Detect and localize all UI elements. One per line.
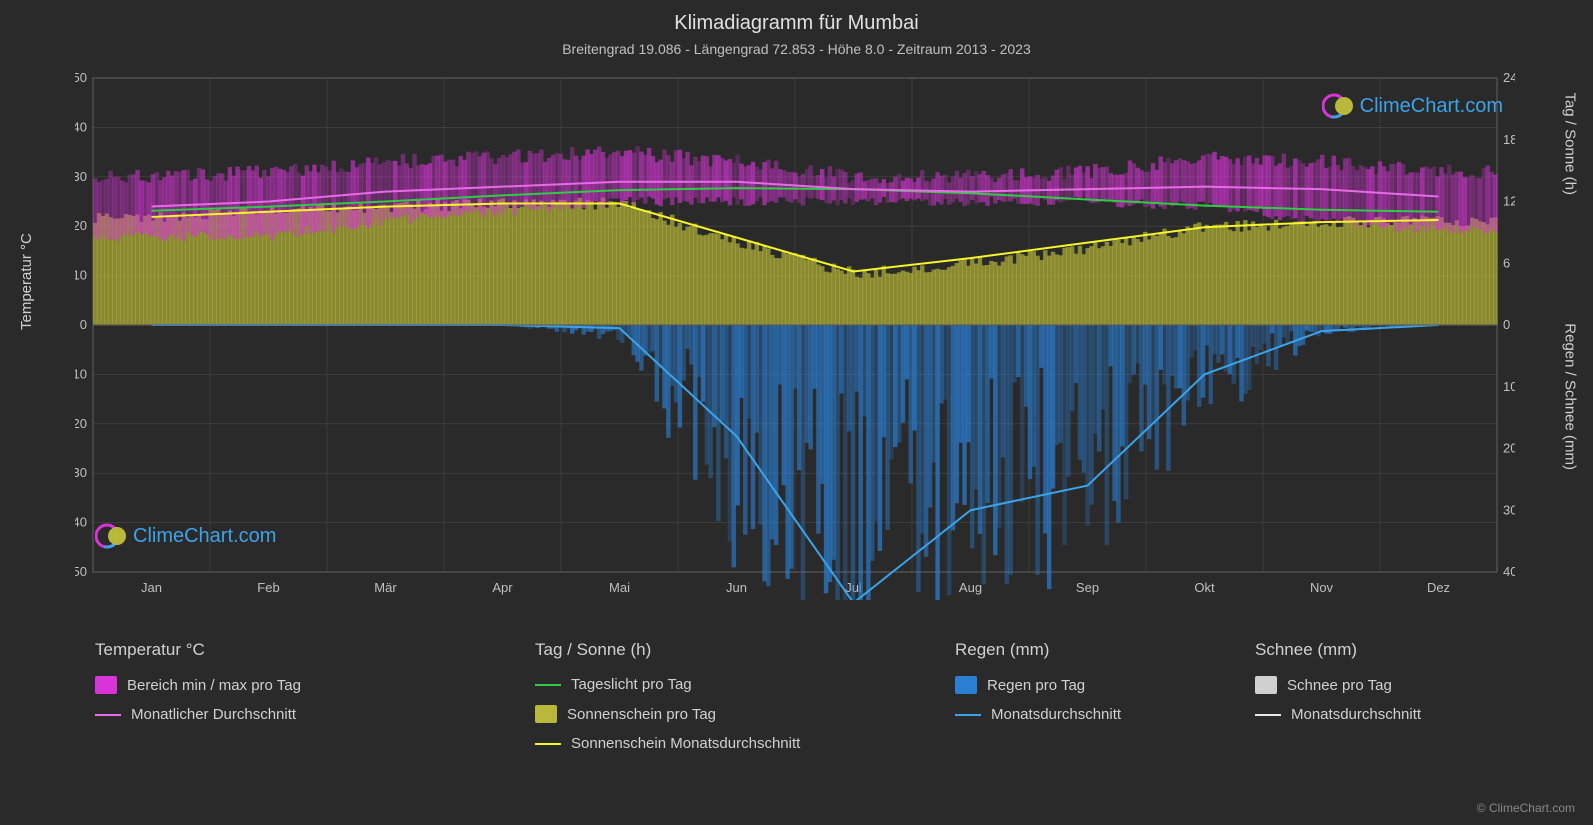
watermark-text: ClimeChart.com — [133, 525, 276, 548]
legend-swatch-icon — [535, 705, 557, 723]
legend-item-label: Monatlicher Durchschnitt — [131, 706, 296, 723]
y-axis-left-label: Temperatur °C — [18, 233, 35, 330]
svg-text:6: 6 — [1503, 255, 1510, 270]
svg-text:Nov: Nov — [1310, 580, 1334, 595]
legend-item-label: Bereich min / max pro Tag — [127, 677, 301, 694]
svg-text:Okt: Okt — [1194, 580, 1215, 595]
legend-item-label: Schnee pro Tag — [1287, 677, 1392, 694]
svg-text:Dez: Dez — [1427, 580, 1450, 595]
watermark-top: ClimeChart.com — [1322, 90, 1503, 122]
watermark-text: ClimeChart.com — [1360, 95, 1503, 118]
svg-text:24: 24 — [1503, 70, 1515, 85]
legend-item: Tageslicht pro Tag — [535, 676, 915, 693]
svg-text:20: 20 — [1503, 441, 1515, 456]
legend: Temperatur °C Bereich min / max pro Tag Mo… — [95, 640, 1535, 752]
svg-text:20: 20 — [75, 218, 87, 233]
legend-group-title: Schnee (mm) — [1255, 640, 1515, 660]
legend-item: Bereich min / max pro Tag — [95, 676, 495, 694]
y-axis-right-bottom-label: Regen / Schnee (mm) — [1562, 323, 1579, 470]
svg-text:Apr: Apr — [492, 580, 513, 595]
legend-item: Monatlicher Durchschnitt — [95, 706, 495, 723]
legend-item: Sonnenschein Monatsdurchschnitt — [535, 735, 915, 752]
legend-item-label: Tageslicht pro Tag — [571, 676, 692, 693]
legend-item-label: Regen pro Tag — [987, 677, 1085, 694]
svg-text:18: 18 — [1503, 132, 1515, 147]
legend-item-label: Monatsdurchschnitt — [1291, 706, 1421, 723]
svg-text:50: 50 — [75, 70, 87, 85]
svg-text:-10: -10 — [75, 366, 87, 381]
svg-text:-50: -50 — [75, 564, 87, 579]
svg-text:Mai: Mai — [609, 580, 630, 595]
watermark-bottom: ClimeChart.com — [95, 520, 276, 552]
svg-text:10: 10 — [1503, 379, 1515, 394]
legend-item-label: Sonnenschein pro Tag — [567, 706, 716, 723]
legend-group: Regen (mm) Regen pro Tag Monatsdurchschnit… — [955, 640, 1215, 752]
svg-text:0: 0 — [1503, 317, 1510, 332]
legend-line-icon — [535, 684, 561, 686]
climechart-logo-icon — [1322, 90, 1354, 122]
legend-group: Schnee (mm) Schnee pro Tag Monatsdurchschn… — [1255, 640, 1515, 752]
legend-line-icon — [1255, 714, 1281, 716]
legend-item: Sonnenschein pro Tag — [535, 705, 915, 723]
svg-text:Feb: Feb — [257, 580, 279, 595]
legend-line-icon — [535, 743, 561, 745]
legend-swatch-icon — [955, 676, 977, 694]
svg-text:Sep: Sep — [1076, 580, 1099, 595]
legend-line-icon — [95, 714, 121, 716]
y-axis-right-top-label: Tag / Sonne (h) — [1562, 92, 1579, 195]
legend-line-icon — [955, 714, 981, 716]
svg-text:Aug: Aug — [959, 580, 982, 595]
legend-item: Schnee pro Tag — [1255, 676, 1515, 694]
chart-subtitle: Breitengrad 19.086 - Längengrad 72.853 -… — [0, 35, 1593, 57]
legend-group: Tag / Sonne (h) Tageslicht pro Tag Sonnens… — [535, 640, 915, 752]
svg-text:Mär: Mär — [374, 580, 397, 595]
chart-area: -50 -40 -30 -20 -10 0 10 20 30 40 50 0 6 12 18 24 10 20 30… — [75, 70, 1515, 600]
svg-text:-30: -30 — [75, 465, 87, 480]
svg-text:10: 10 — [75, 268, 87, 283]
svg-text:40: 40 — [75, 119, 87, 134]
svg-text:0: 0 — [80, 317, 87, 332]
climate-chart-svg: -50 -40 -30 -20 -10 0 10 20 30 40 50 0 6 12 18 24 10 20 30… — [75, 70, 1515, 600]
chart-title: Klimadiagramm für Mumbai — [0, 0, 1593, 35]
legend-swatch-icon — [1255, 676, 1277, 694]
legend-group-title: Regen (mm) — [955, 640, 1215, 660]
svg-text:Jun: Jun — [726, 580, 747, 595]
svg-text:40: 40 — [1503, 564, 1515, 579]
svg-text:Jan: Jan — [141, 580, 162, 595]
svg-text:30: 30 — [75, 169, 87, 184]
svg-text:-40: -40 — [75, 515, 87, 530]
legend-item: Monatsdurchschnitt — [1255, 706, 1515, 723]
legend-item: Regen pro Tag — [955, 676, 1215, 694]
legend-group-title: Tag / Sonne (h) — [535, 640, 915, 660]
svg-text:30: 30 — [1503, 502, 1515, 517]
svg-text:-20: -20 — [75, 416, 87, 431]
legend-item-label: Sonnenschein Monatsdurchschnitt — [571, 735, 800, 752]
legend-item: Monatsdurchschnitt — [955, 706, 1215, 723]
climechart-logo-icon — [95, 520, 127, 552]
legend-item-label: Monatsdurchschnitt — [991, 706, 1121, 723]
svg-text:12: 12 — [1503, 194, 1515, 209]
legend-group: Temperatur °C Bereich min / max pro Tag Mo… — [95, 640, 495, 752]
legend-swatch-icon — [95, 676, 117, 694]
legend-group-title: Temperatur °C — [95, 640, 495, 660]
copyright-text: © ClimeChart.com — [1477, 801, 1575, 815]
